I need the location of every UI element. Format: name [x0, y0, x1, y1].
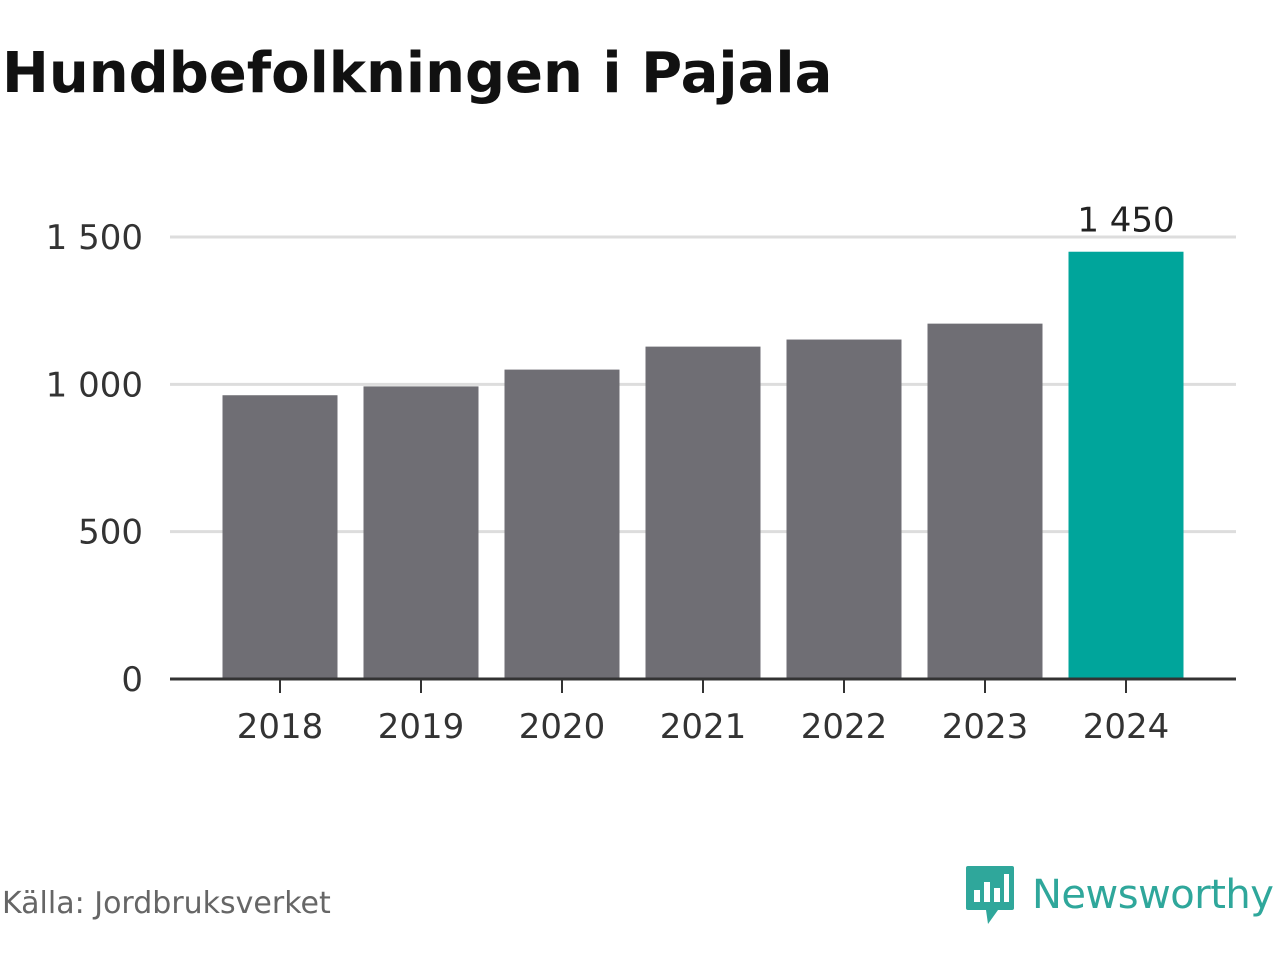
y-tick-label: 500 [78, 513, 143, 553]
x-tick-label: 2019 [378, 707, 465, 747]
x-tick-label: 2020 [519, 707, 606, 747]
y-tick-label: 0 [121, 660, 143, 700]
bar-2019 [363, 386, 479, 679]
bars [222, 251, 1184, 679]
brand-logo: Newsworthy [964, 862, 1274, 928]
x-tick-label: 2021 [660, 707, 747, 747]
newsworthy-logo-icon [966, 866, 1014, 924]
x-tick-label: 2023 [942, 707, 1029, 747]
source-note: Källa: Jordbruksverket [2, 886, 331, 921]
x-tick-label: 2022 [801, 707, 888, 747]
bar-2018 [222, 395, 338, 679]
x-tick-label: 2018 [237, 707, 324, 747]
x-tick-label: 2024 [1083, 707, 1170, 747]
bar-2024 [1068, 251, 1184, 679]
bar-2023 [927, 323, 1043, 679]
brand-name: Newsworthy [1032, 872, 1274, 918]
bar-2022 [786, 339, 902, 679]
data-label: 1 450 [1077, 201, 1174, 241]
labels: 0 500 1 000 1 500 2018 2019 2020 2021 2022 2023 20… [46, 201, 1175, 747]
bar-2020 [504, 369, 620, 679]
x-axis [170, 677, 1236, 693]
chart-title: Hundbefolkningen i Pajala [2, 41, 833, 106]
y-tick-label: 1 500 [46, 218, 143, 258]
y-tick-label: 1 000 [46, 365, 143, 405]
bar-2021 [645, 346, 761, 679]
